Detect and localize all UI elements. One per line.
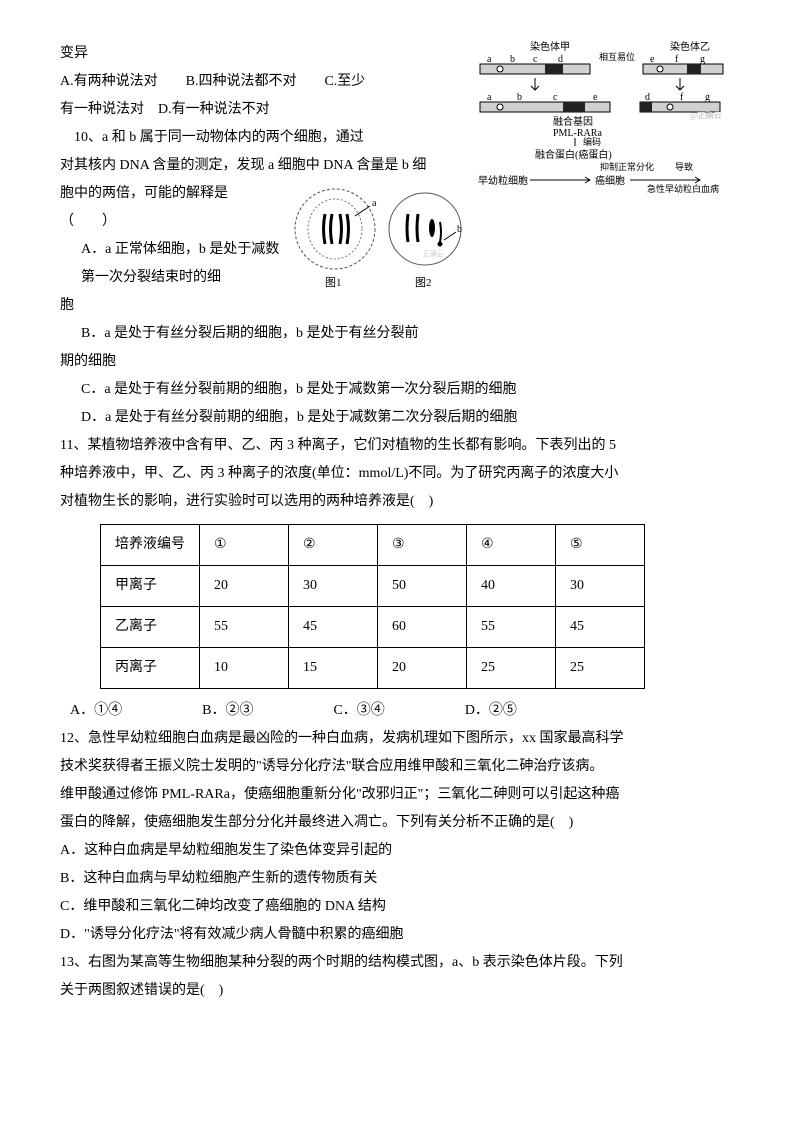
- q11-stem-line2: 种培养液中，甲、乙、丙 3 种离子的浓度(单位：mmol/L)不同。为了研究丙离…: [60, 460, 740, 488]
- q12-option-a: A．这种白血病是早幼粒细胞发生了染色体变异引起的: [60, 837, 740, 865]
- table-row: 培养液编号 ① ② ③ ④ ⑤: [101, 525, 645, 566]
- q13-line1: 13、右图为某高等生物细胞某种分裂的两个时期的结构模式图，a、b 表示染色体片段…: [60, 949, 740, 977]
- table-cell: ①: [200, 525, 289, 566]
- q11-stem-line1: 11、某植物培养液中含有甲、乙、丙 3 种离子，它们对植物的生长都有影响。下表列…: [60, 432, 740, 460]
- table-cell: 培养液编号: [101, 525, 200, 566]
- svg-text:f: f: [680, 92, 684, 103]
- table-cell: ⑤: [556, 525, 645, 566]
- q12-option-c: C．维甲酸和三氧化二砷均改变了癌细胞的 DNA 结构: [60, 893, 740, 921]
- svg-text:编码: 编码: [583, 136, 601, 147]
- q12-line1: 12、急性早幼粒细胞白血病是最凶险的一种白血病，发病机理如下图所示，xx 国家最…: [60, 725, 740, 753]
- svg-text:e: e: [650, 54, 655, 65]
- svg-text:a: a: [487, 54, 492, 65]
- svg-text:f: f: [675, 54, 679, 65]
- svg-text:d: d: [558, 54, 563, 65]
- table-row: 丙离子1015202525: [101, 648, 645, 689]
- q12-option-d: D．"诱导分化疗法"将有效减少病人骨髓中积累的癌细胞: [60, 921, 740, 949]
- q12-line2: 技术奖获得者王振义院士发明的"诱导分化疗法"联合应用维甲酸和三氧化二砷治疗该病。: [60, 753, 740, 781]
- q10-option-c: C．a 是处于有丝分裂前期的细胞，b 是处于减数第一次分裂后期的细胞: [60, 376, 740, 404]
- svg-text:a: a: [372, 198, 377, 209]
- svg-text:c: c: [553, 92, 558, 103]
- q10-option-b-line1: B．a 是处于有丝分裂后期的细胞，b 是处于有丝分裂前: [60, 320, 740, 348]
- svg-text:图1: 图1: [325, 276, 342, 289]
- svg-text:正确云: 正确云: [423, 249, 444, 258]
- svg-text:b: b: [510, 54, 515, 65]
- svg-text:导致: 导致: [675, 161, 693, 172]
- svg-text:图2: 图2: [415, 276, 432, 289]
- cell-division-svg: a b 正确云 图1 图2: [290, 184, 465, 294]
- svg-text:g: g: [700, 54, 705, 65]
- table-cell: ③: [378, 525, 467, 566]
- svg-text:融合基因: 融合基因: [553, 115, 593, 128]
- svg-text:癌细胞: 癌细胞: [595, 174, 625, 187]
- svg-text:融合蛋白(癌蛋白): 融合蛋白(癌蛋白): [535, 148, 612, 161]
- svg-text:早幼粒细胞: 早幼粒细胞: [478, 174, 528, 187]
- svg-text:g: g: [705, 92, 710, 103]
- svg-text:染色体乙: 染色体乙: [670, 40, 710, 53]
- q12-line4: 蛋白的降解，使癌细胞发生部分分化并最终进入凋亡。下列有关分析不正确的是( ): [60, 809, 740, 837]
- svg-text:抑制正常分化: 抑制正常分化: [600, 161, 654, 172]
- q13-line2: 关于两图叙述错误的是( ): [60, 977, 740, 1005]
- q11-option-a: A．①④: [70, 697, 122, 725]
- q12-option-b: B．这种白血病与早幼粒细胞产生新的遗传物质有关: [60, 865, 740, 893]
- svg-text:b: b: [457, 224, 462, 235]
- table-cell: ④: [467, 525, 556, 566]
- q12-line3: 维甲酸通过修饰 PML-RARa，使癌细胞重新分化"改邪归正"；三氧化二砷则可以…: [60, 781, 740, 809]
- table-row: 乙离子5545605545: [101, 607, 645, 648]
- q11-stem-line3: 对植物生长的影响，进行实验时可以选用的两种培养液是( ): [60, 488, 740, 516]
- chromosome-translocation-figure: 染色体甲 ab cd 相互易位 染色体乙 efg ab ce dfg 融合基因 …: [475, 40, 740, 206]
- svg-text:c: c: [533, 54, 538, 65]
- svg-text:相互易位: 相互易位: [599, 51, 635, 62]
- svg-text:急性早幼粒白血病: 急性早幼粒白血病: [647, 183, 719, 194]
- svg-text:b: b: [517, 92, 522, 103]
- q11-options: A．①④ B．②③ C．③④ D．②⑤: [60, 697, 740, 725]
- q11-option-c: C．③④: [333, 697, 384, 725]
- q11-table: 培养液编号 ① ② ③ ④ ⑤ 甲离子2030504030 乙离子5545605…: [100, 524, 645, 689]
- svg-text:d: d: [645, 92, 650, 103]
- q11-option-b: B．②③: [202, 697, 253, 725]
- table-cell: ②: [289, 525, 378, 566]
- q11-option-d: D．②⑤: [465, 697, 517, 725]
- cell-division-figure: a b 正确云 图1 图2: [290, 184, 465, 305]
- table-row: 甲离子2030504030: [101, 566, 645, 607]
- q10-option-b-line2: 期的细胞: [60, 348, 740, 376]
- q10-option-d: D．a 是处于有丝分裂前期的细胞，b 是处于减数第二次分裂后期的细胞: [60, 404, 740, 432]
- svg-text:染色体甲: 染色体甲: [530, 40, 570, 53]
- translocation-svg: 染色体甲 ab cd 相互易位 染色体乙 efg ab ce dfg 融合基因 …: [475, 40, 740, 195]
- svg-text:a: a: [487, 92, 492, 103]
- svg-text:e: e: [593, 92, 598, 103]
- svg-text:@正确云: @正确云: [690, 110, 721, 120]
